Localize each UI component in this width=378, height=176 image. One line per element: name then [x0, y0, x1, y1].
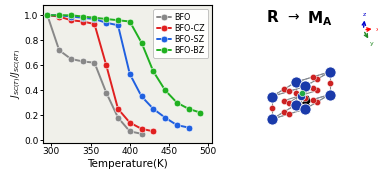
BFO-BZ	[139, 42, 144, 44]
Text: $\mathbf{R}$: $\mathbf{R}$	[266, 9, 280, 25]
BFO-CZ	[104, 64, 108, 66]
BFO-CZ	[116, 108, 120, 110]
BFO-SZ	[81, 17, 85, 19]
BFO	[81, 60, 85, 62]
Text: z: z	[363, 12, 367, 17]
BFO-BZ	[81, 15, 85, 18]
Line: BFO-SZ: BFO-SZ	[44, 12, 192, 131]
BFO-BZ	[198, 112, 203, 114]
BFO-SZ	[57, 14, 62, 16]
BFO-BZ	[45, 14, 50, 16]
Line: BFO: BFO	[44, 12, 145, 137]
BFO-CZ	[81, 20, 85, 23]
BFO-BZ	[57, 14, 62, 16]
BFO	[45, 14, 50, 16]
BFO	[69, 58, 73, 60]
Legend: BFO, BFO-CZ, BFO-SZ, BFO-BZ: BFO, BFO-CZ, BFO-SZ, BFO-BZ	[153, 9, 208, 58]
BFO-CZ	[127, 122, 132, 124]
Text: $\rightarrow$: $\rightarrow$	[285, 9, 300, 23]
BFO-CZ	[151, 130, 156, 132]
Line: BFO-BZ: BFO-BZ	[44, 12, 204, 116]
BFO-BZ	[175, 102, 179, 104]
BFO-SZ	[163, 117, 167, 119]
BFO-BZ	[163, 89, 167, 91]
BFO-SZ	[92, 18, 97, 20]
Line: BFO-CZ: BFO-CZ	[44, 12, 156, 135]
BFO-CZ	[57, 15, 62, 18]
BFO-BZ	[92, 17, 97, 19]
BFO	[139, 133, 144, 135]
X-axis label: Temperature(K): Temperature(K)	[87, 159, 168, 169]
BFO	[116, 117, 120, 119]
BFO-BZ	[127, 20, 132, 23]
BFO-SZ	[186, 127, 191, 129]
Text: $\mathbf{M_A}$: $\mathbf{M_A}$	[307, 9, 333, 28]
BFO-CZ	[69, 19, 73, 21]
BFO	[57, 49, 62, 51]
BFO-CZ	[45, 14, 50, 16]
BFO-SZ	[104, 22, 108, 24]
BFO	[104, 92, 108, 94]
BFO-BZ	[116, 19, 120, 21]
BFO-BZ	[104, 18, 108, 20]
Text: x: x	[376, 27, 378, 33]
Y-axis label: $J_{SC(T)}/J_{SC(RT)}$: $J_{SC(T)}/J_{SC(RT)}$	[9, 49, 23, 99]
BFO-SZ	[127, 73, 132, 75]
BFO-CZ	[92, 23, 97, 25]
BFO-SZ	[45, 14, 50, 16]
BFO-SZ	[69, 15, 73, 18]
BFO	[92, 62, 97, 64]
BFO	[127, 130, 132, 132]
BFO-CZ	[139, 128, 144, 130]
Text: y: y	[369, 41, 373, 46]
BFO-SZ	[151, 108, 156, 110]
BFO-BZ	[69, 14, 73, 16]
BFO-BZ	[186, 108, 191, 110]
BFO-SZ	[139, 95, 144, 98]
BFO-BZ	[151, 70, 156, 73]
BFO-SZ	[175, 124, 179, 126]
BFO-SZ	[116, 24, 120, 26]
